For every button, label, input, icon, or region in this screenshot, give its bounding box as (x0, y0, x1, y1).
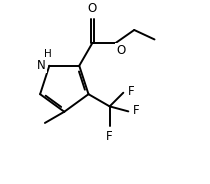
Text: O: O (88, 2, 97, 15)
Text: F: F (133, 104, 139, 117)
Text: N: N (37, 59, 46, 72)
Text: H: H (44, 49, 52, 59)
Text: F: F (106, 130, 113, 143)
Text: O: O (116, 44, 126, 57)
Text: F: F (128, 85, 134, 98)
